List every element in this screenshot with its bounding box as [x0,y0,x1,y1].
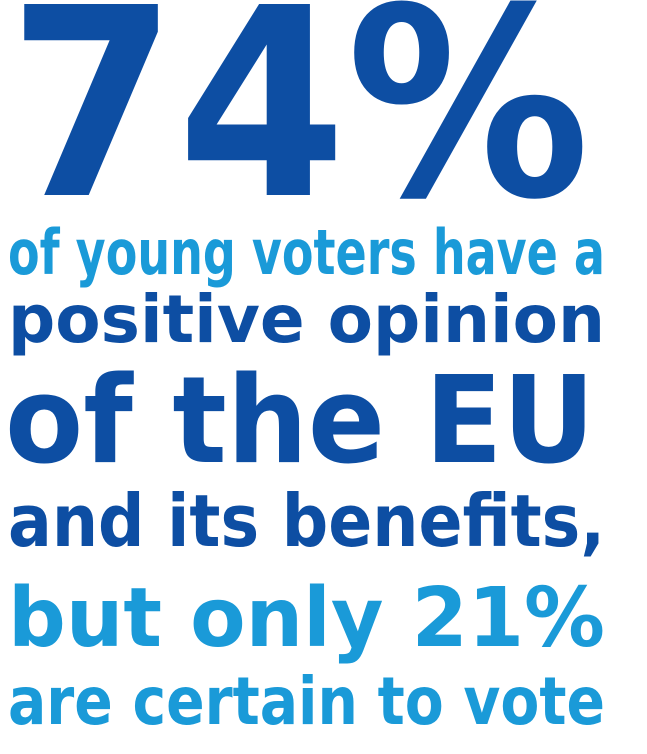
text-line: of young voters have a [8,216,605,289]
text-line: but only 21% [8,571,605,666]
text-line: and its benefits, [8,479,605,563]
headline: 74% [8,0,590,257]
text-line: of the EU [5,352,595,491]
text-line: are certain to vote [8,663,605,740]
text-line: positive opinion [8,281,605,358]
